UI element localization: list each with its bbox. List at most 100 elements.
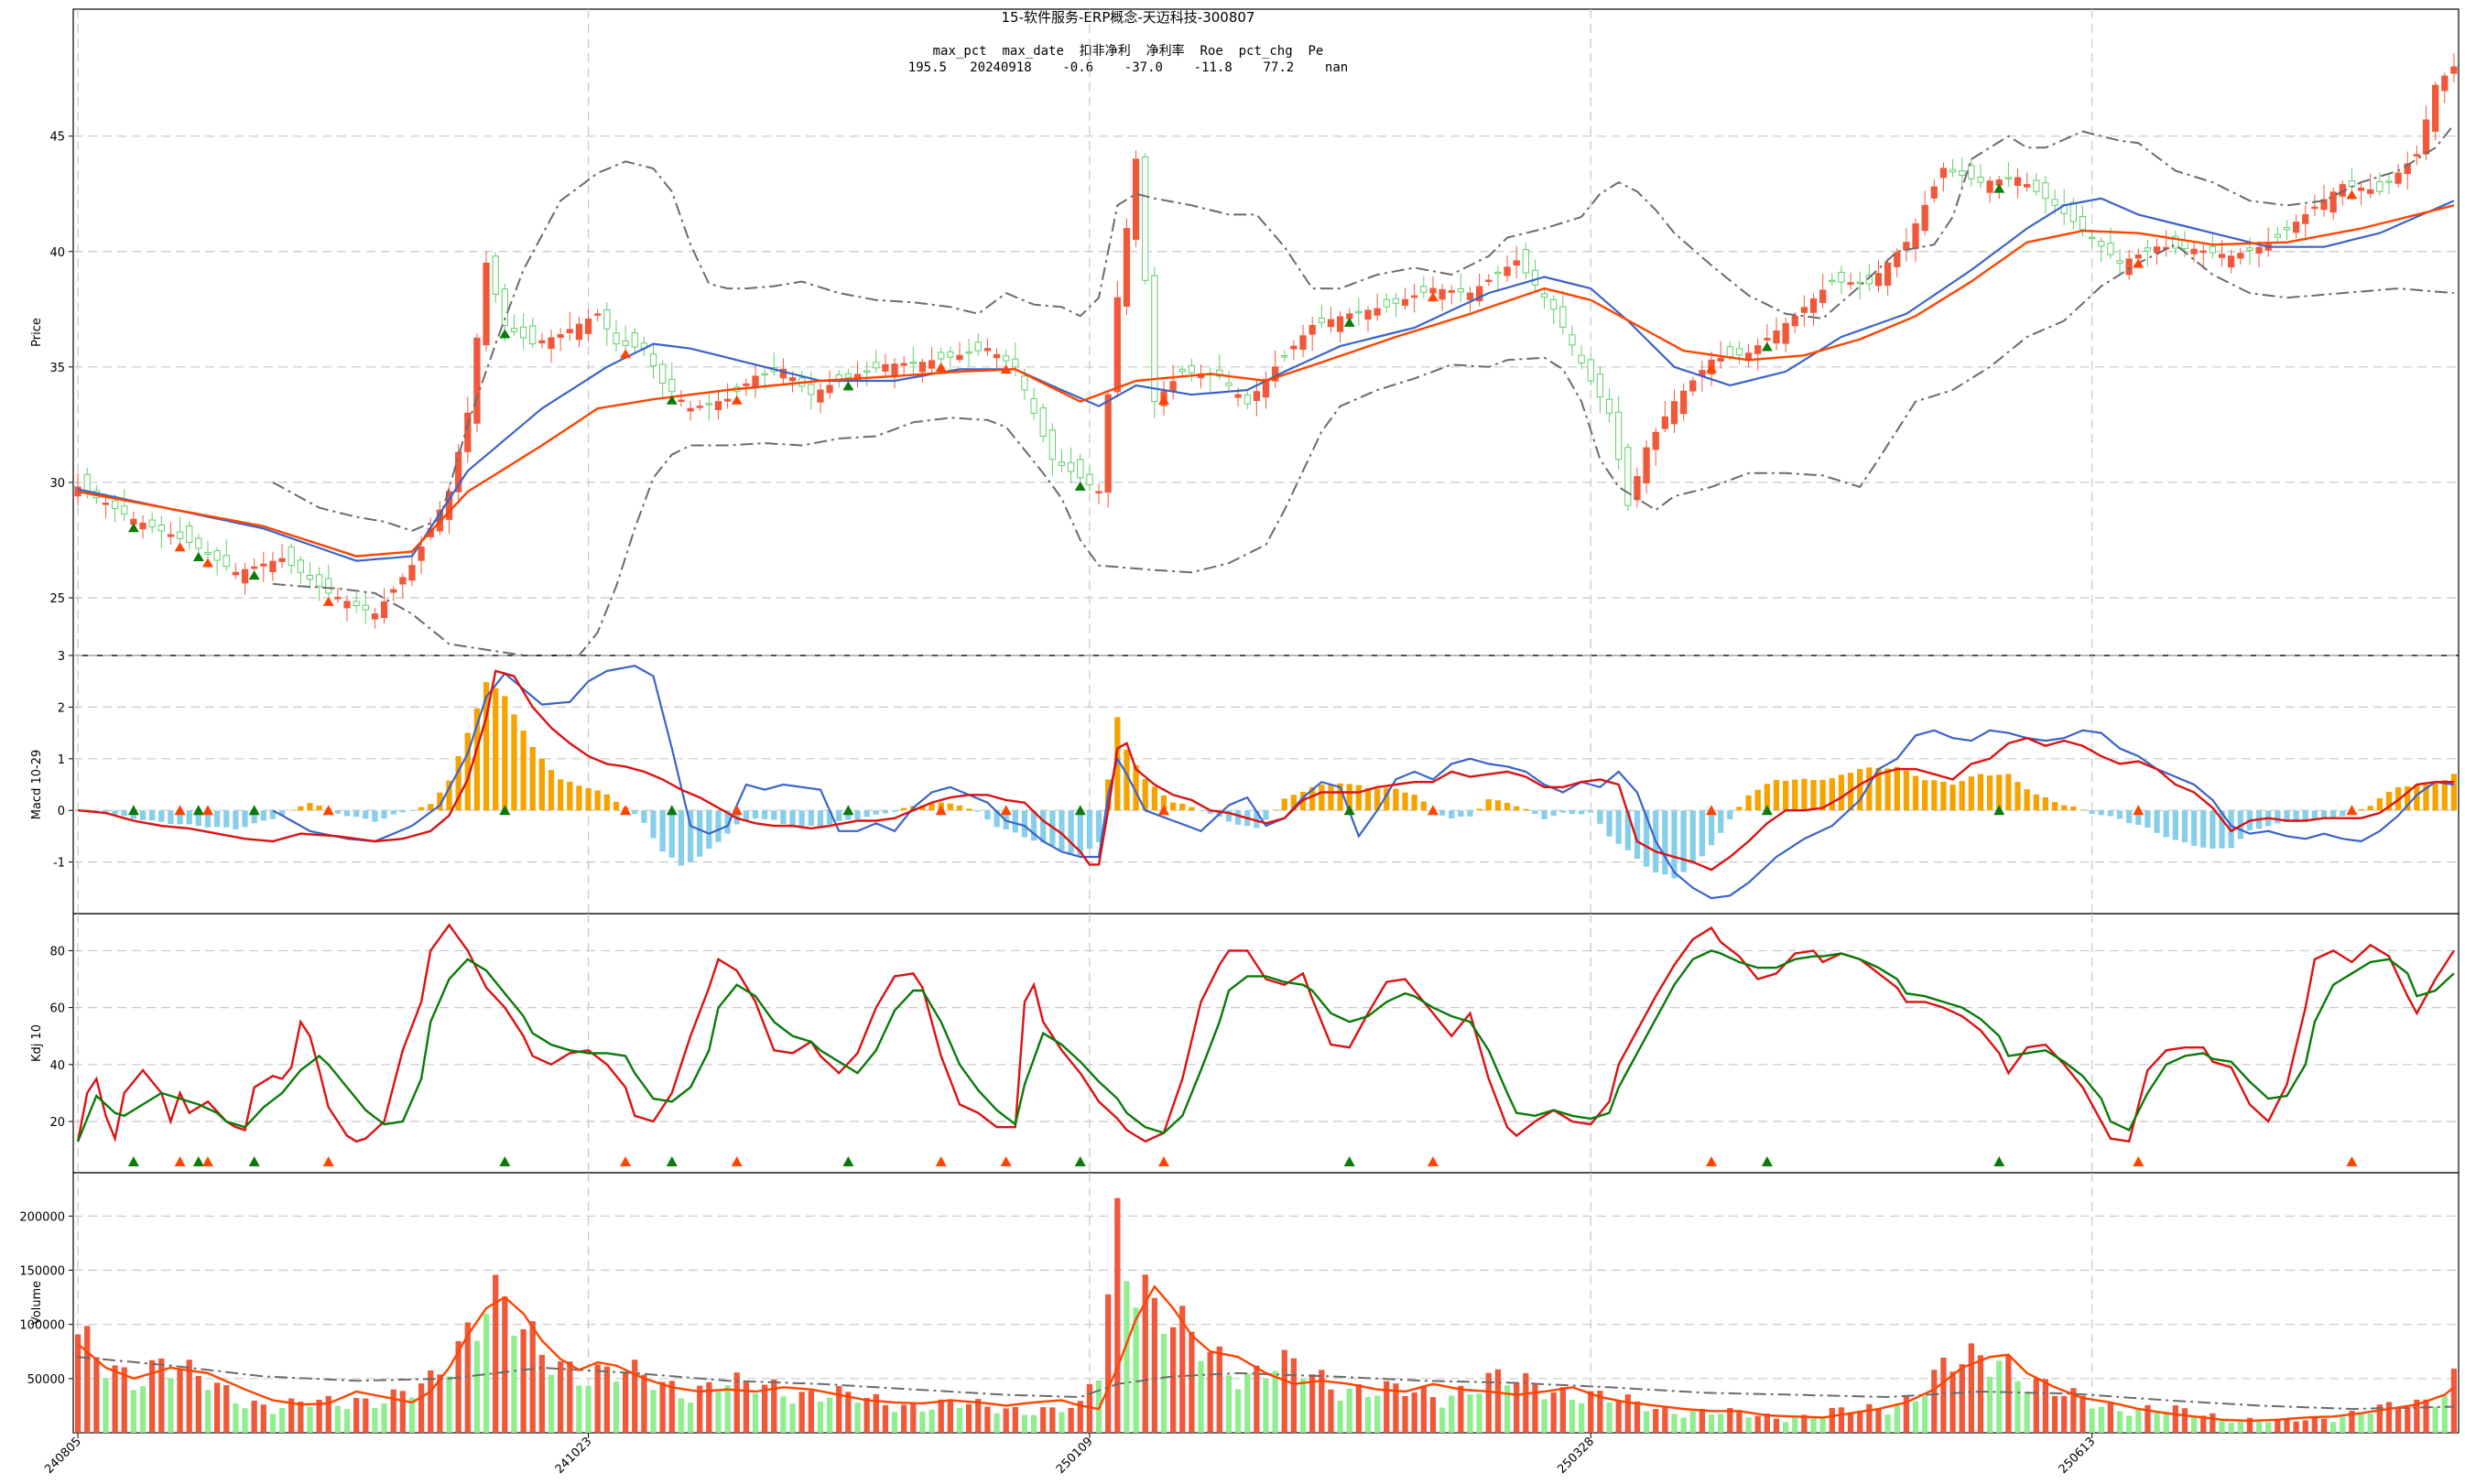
volume-bar <box>659 1381 666 1433</box>
x-tick-label: 241023 <box>553 1435 595 1477</box>
macd-bar <box>2005 774 2012 811</box>
volume-bar <box>2405 1407 2411 1433</box>
macd-bar <box>1903 770 1910 811</box>
volume-bar <box>1940 1358 1947 1433</box>
candle-body <box>1374 308 1381 316</box>
macd-bar <box>2320 810 2328 818</box>
candle-body <box>1986 180 1993 193</box>
macd-bar <box>836 810 842 821</box>
macd-bar <box>2376 797 2383 811</box>
buy-marker <box>731 1156 743 1166</box>
volume-bar <box>1857 1411 1863 1433</box>
candle-body <box>974 341 982 352</box>
volume-bar <box>622 1371 629 1433</box>
macd-bar <box>1578 810 1585 815</box>
candle-body <box>649 353 657 367</box>
buy-marker <box>1427 1156 1439 1166</box>
volume-bar <box>1299 1378 1307 1433</box>
macd-bar <box>260 810 266 821</box>
candle-body <box>1865 275 1873 285</box>
volume-bar <box>2061 1395 2068 1433</box>
volume-bar <box>558 1361 564 1433</box>
macd-bar <box>1634 810 1641 860</box>
candle-body <box>956 354 963 361</box>
candle-body <box>1243 394 1251 405</box>
volume-bar <box>2246 1417 2253 1433</box>
candle-body <box>2320 199 2328 211</box>
volume-bar <box>1124 1281 1130 1433</box>
macd-bar <box>1114 717 1121 811</box>
candle-body <box>325 578 332 594</box>
sell-marker <box>1993 805 2005 816</box>
buy-marker <box>2133 805 2145 816</box>
candle-body <box>1225 382 1232 386</box>
macd-bar <box>1857 769 1863 811</box>
y-tick-label: 25 <box>49 592 65 606</box>
candle-body <box>575 323 583 341</box>
volume-bar <box>1364 1397 1372 1433</box>
gridlines <box>73 9 2459 655</box>
y-axis-label: Kdj 10 <box>30 1024 44 1062</box>
candle-body <box>2228 255 2235 268</box>
macd-bar <box>1458 810 1464 817</box>
dea-line <box>77 669 2454 872</box>
candle-body <box>1021 375 1028 391</box>
volume-bar <box>1216 1346 1222 1433</box>
macd-bar <box>603 794 610 811</box>
candle-body <box>1048 429 1057 460</box>
macd-bar <box>891 810 898 812</box>
volume-bar <box>2051 1395 2058 1433</box>
volume-bar <box>418 1383 425 1433</box>
macd-bar <box>242 810 248 828</box>
candle-body <box>2134 255 2142 259</box>
macd-bar <box>641 810 647 823</box>
candle-body <box>1559 306 1567 328</box>
candle-body <box>1364 309 1372 320</box>
macd-bar <box>177 810 183 825</box>
candle-body <box>306 574 314 580</box>
macd-bar <box>455 756 462 811</box>
volume-bar <box>1894 1404 1900 1433</box>
volume-bar <box>1810 1417 1817 1433</box>
candle-body <box>1782 322 1789 344</box>
volume-bar <box>158 1358 165 1433</box>
macd-bar <box>1727 810 1733 819</box>
candle-body <box>1104 394 1112 493</box>
volume-bar <box>2005 1355 2012 1433</box>
macd-bar <box>558 779 564 811</box>
macd-bar <box>1169 802 1177 811</box>
volume-bar <box>2311 1415 2318 1433</box>
volume-bar <box>1578 1403 1585 1433</box>
volume-bar <box>1504 1385 1511 1433</box>
macd-bar <box>2042 796 2049 811</box>
candle-body <box>2116 260 2123 264</box>
buy-marker <box>1000 364 1012 374</box>
macd-bar <box>743 810 750 822</box>
macd-bar <box>1411 794 1417 811</box>
candle-body <box>1670 401 1678 425</box>
candle-body <box>723 398 732 402</box>
sell-marker <box>127 523 139 533</box>
candle-body <box>2199 250 2207 254</box>
macd-bar <box>1745 795 1752 811</box>
volume-bar <box>2237 1419 2243 1433</box>
macd-bar <box>780 810 787 825</box>
volume-bar <box>2340 1416 2346 1433</box>
volume-bar <box>733 1372 740 1433</box>
macd-bar <box>1866 767 1873 811</box>
volume-bar <box>2163 1411 2169 1433</box>
volume-bar <box>1189 1331 1195 1433</box>
candle-body <box>1735 348 1743 356</box>
volume-bar <box>2098 1406 2104 1433</box>
candle-body <box>2376 180 2384 192</box>
volume-bar <box>1355 1384 1363 1433</box>
volume-bar <box>195 1375 201 1433</box>
macd-bar <box>1550 810 1557 817</box>
candle-body <box>121 505 128 515</box>
volume-bar <box>1624 1394 1631 1433</box>
volume-bar <box>2349 1411 2355 1433</box>
macd-bar <box>2275 810 2281 824</box>
volume-bar <box>2154 1411 2160 1433</box>
volume-bar <box>2275 1418 2281 1433</box>
candle-body <box>1448 290 1455 293</box>
